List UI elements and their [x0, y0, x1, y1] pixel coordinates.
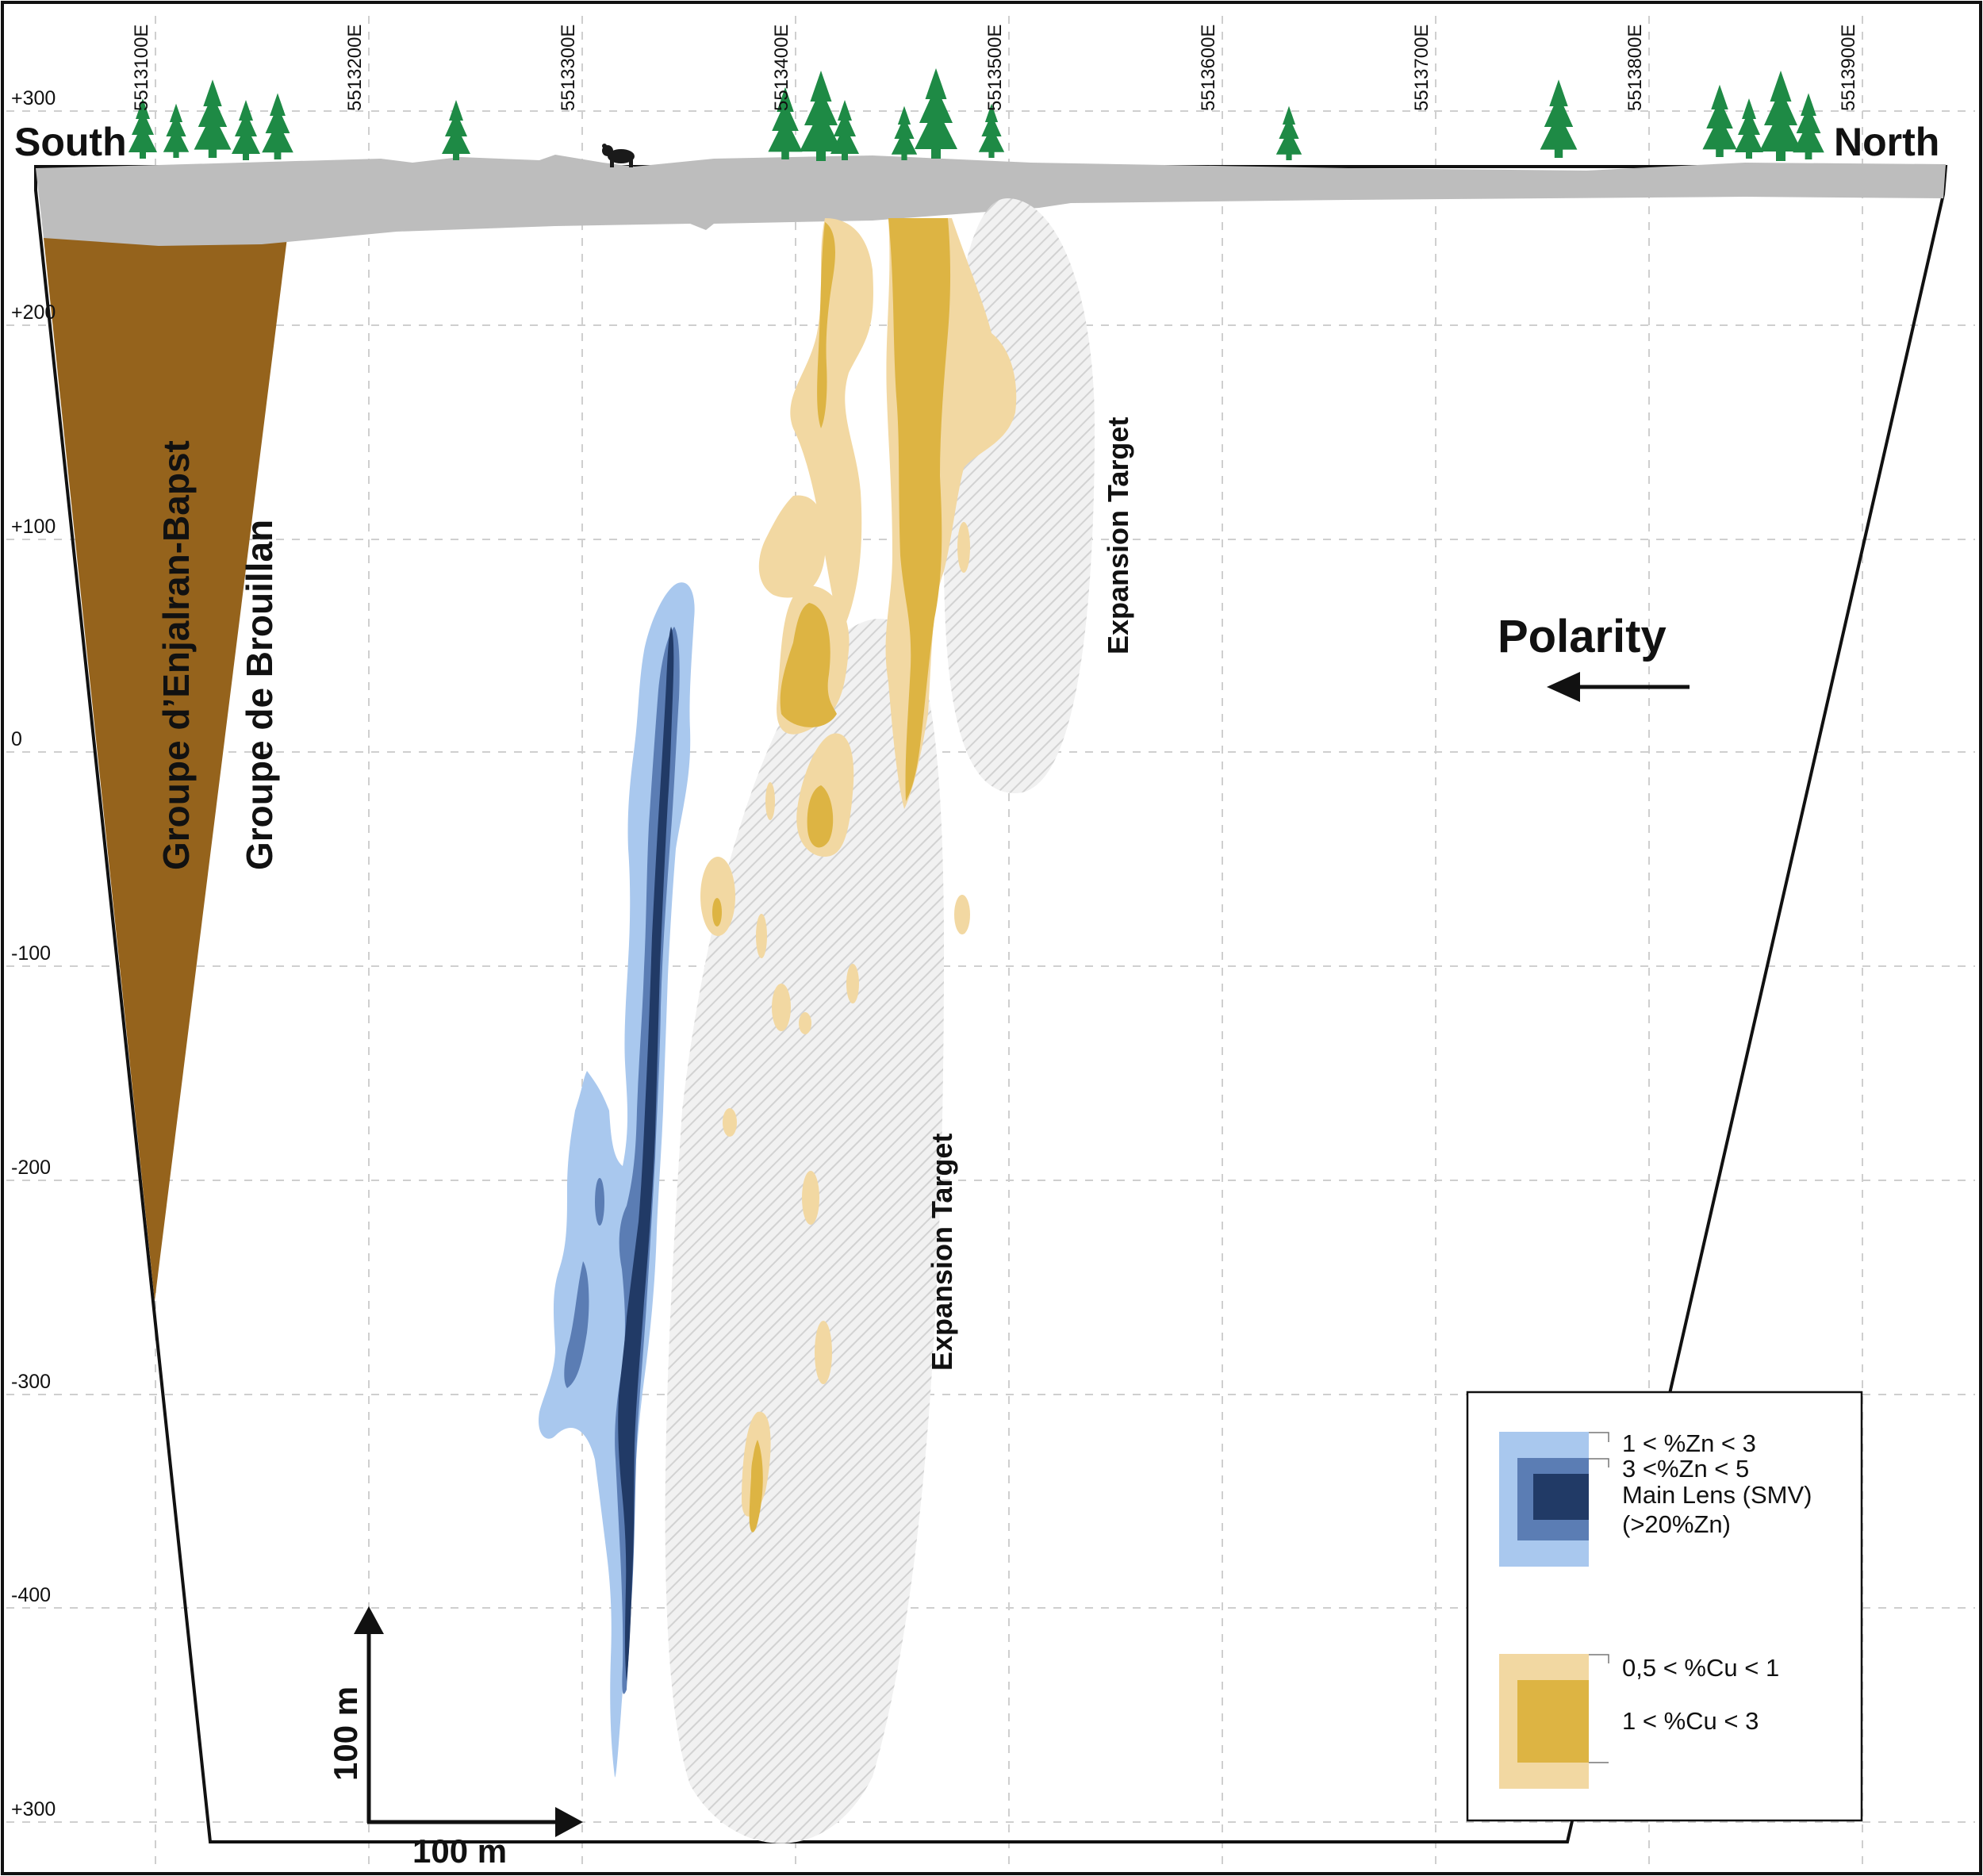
elevation-label: +300	[11, 1798, 56, 1820]
tree-icon	[442, 100, 470, 160]
easting-labels: 5513100E 5513200E 5513300E 5513400E 5513500E…	[131, 25, 1859, 111]
expansion-target-label-lower: Expansion Target	[926, 1134, 958, 1371]
enjalran-bapst-unit	[44, 238, 287, 1301]
easting-label: 5513500E	[984, 25, 1006, 111]
legend-swatch-zn-main	[1533, 1474, 1589, 1520]
tree-icon	[1275, 106, 1302, 160]
tree-icon	[262, 93, 293, 159]
polarity-arrow-icon	[1547, 672, 1690, 702]
legend-zn-mid: 3 <%Zn < 5	[1622, 1455, 1749, 1483]
expansion-target-label-upper: Expansion Target	[1102, 417, 1134, 654]
expansion-target-lower	[665, 619, 944, 1843]
elevation-label: 0	[11, 728, 22, 750]
zn-main-lens	[618, 627, 674, 1682]
zn-mid-grade-pod	[564, 1261, 589, 1388]
easting-label: 5513300E	[558, 25, 579, 111]
tree-icon	[1540, 79, 1578, 158]
legend-cu-high: 1 < %Cu < 3	[1622, 1707, 1759, 1735]
north-label: North	[1834, 120, 1939, 164]
scale-label-horizontal: 100 m	[412, 1832, 507, 1870]
overburden	[36, 155, 1946, 246]
scale-bar-icon	[354, 1606, 583, 1837]
easting-label: 5513600E	[1198, 25, 1219, 111]
south-label: South	[14, 120, 127, 164]
tree-icon	[1702, 84, 1737, 157]
legend-cu-low: 0,5 < %Cu < 1	[1622, 1654, 1779, 1682]
elevation-label: -200	[11, 1157, 51, 1179]
elevation-label: +100	[11, 516, 56, 538]
tree-icon	[1735, 98, 1763, 159]
tree-icon	[830, 100, 859, 160]
unit-label-enjalran-bapst: Groupe d’Enjalran-Bapst	[155, 440, 197, 870]
section-outline	[34, 165, 1948, 1843]
elevation-label: -400	[11, 1584, 51, 1606]
tree-icon	[891, 106, 918, 160]
unit-label-brouillan: Groupe de Brouillan	[239, 520, 280, 870]
polarity-label: Polarity	[1498, 611, 1667, 662]
legend-zn-main-1: Main Lens (SMV)	[1622, 1481, 1812, 1509]
elevation-label: -300	[11, 1371, 51, 1393]
tree-icon	[1793, 93, 1824, 159]
easting-label: 5513700E	[1411, 25, 1433, 111]
zn-mid-grade-pod-small	[595, 1178, 604, 1226]
tree-icon	[915, 68, 957, 159]
easting-label: 5513400E	[771, 25, 792, 111]
easting-label: 5513200E	[344, 25, 366, 111]
legend-zn-main-2: (>20%Zn)	[1622, 1510, 1731, 1538]
easting-label: 5513800E	[1624, 25, 1646, 111]
tree-line	[128, 68, 1824, 161]
tree-icon	[232, 100, 260, 160]
legend-zn-low: 1 < %Zn < 3	[1622, 1429, 1756, 1457]
tree-icon	[194, 79, 232, 158]
scale-label-vertical: 100 m	[327, 1686, 364, 1781]
elevation-label: +300	[11, 87, 56, 109]
elevation-label: +200	[11, 301, 56, 324]
easting-label: 5513900E	[1838, 25, 1859, 111]
easting-label: 5513100E	[131, 25, 152, 111]
legend-swatch-cu-high	[1517, 1680, 1589, 1763]
elevation-label: -100	[11, 942, 51, 965]
elevation-labels: +300 +200 +100 0 -100 -200 -300 -400 +300	[11, 87, 56, 1820]
cu-high-grade-zones	[712, 218, 951, 1533]
legend: 1 < %Zn < 3 3 <%Zn < 5 Main Lens (SMV) (…	[1466, 1391, 1863, 1822]
bear-icon	[602, 144, 635, 167]
